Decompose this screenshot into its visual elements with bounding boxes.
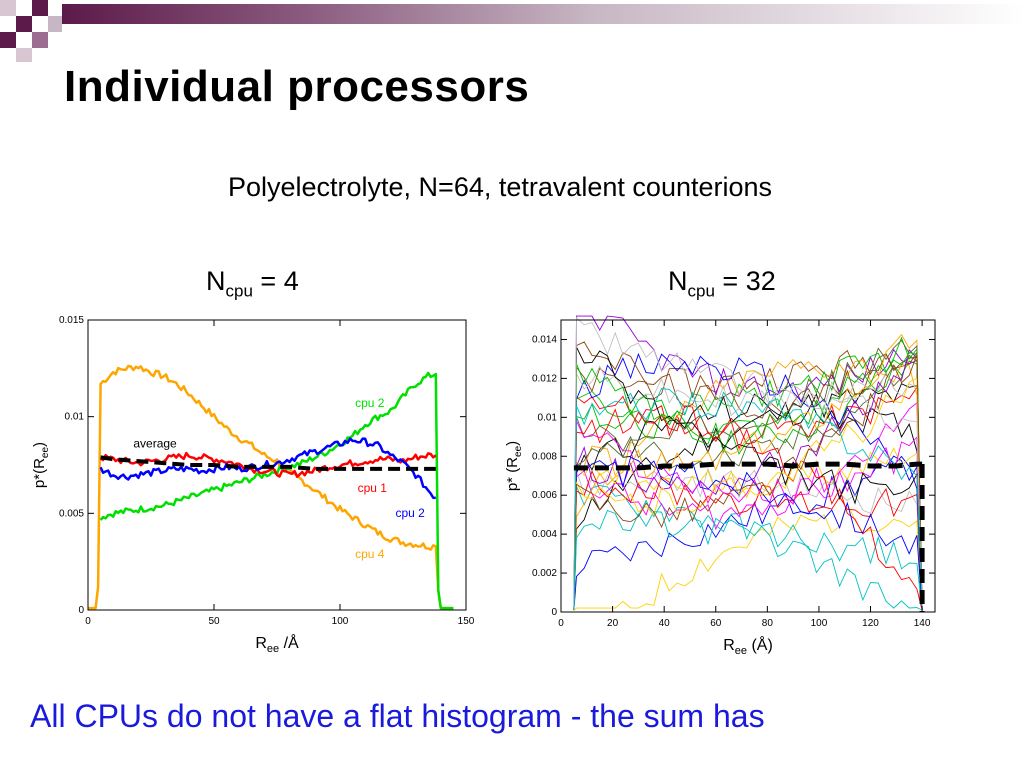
chart-right-title-sub: cpu — [687, 281, 715, 301]
chart-right-y-tick-label: 0.008 — [532, 451, 557, 462]
slide-title: Individual processors — [64, 62, 530, 111]
decor-square — [16, 48, 32, 62]
chart-right: 0 20 40 60 80 100 120 140 0 0.002 0.004 0.006 0.008 0… — [504, 315, 936, 657]
chart-right-title-rest: = 32 — [714, 266, 776, 296]
chart-left-x-tick-label: 0 — [85, 616, 91, 627]
chart-left-annotation: cpu 2 — [395, 506, 425, 520]
chart-left-plot-frame — [87, 319, 467, 611]
chart-right-cpu-series — [573, 333, 923, 611]
chart-right-cpu-series — [573, 358, 923, 611]
chart-right-cpu-series — [573, 509, 923, 611]
chart-right-cpu-series — [573, 447, 923, 611]
chart-right-cpu-series — [573, 485, 923, 611]
slide-bottom-statement: All CPUs do not have a flat histogram - … — [30, 698, 765, 734]
chart-left-title-rest: = 4 — [252, 266, 299, 296]
chart-right-x-tick-label: 80 — [762, 618, 774, 629]
chart-right-cpu-series — [573, 388, 923, 611]
chart-right-x-tick-label: 20 — [607, 618, 619, 629]
chart-right-plot-frame — [560, 319, 936, 613]
chart-left-x-tick-label: 150 — [458, 616, 475, 627]
chart-left-y-axis-label: p*(Ree) — [31, 442, 51, 488]
chart-left-y-tick-label: 0.015 — [59, 315, 84, 326]
chart-right-x-tick-label: 0 — [558, 618, 564, 629]
header-decoration-squares — [0, 0, 62, 62]
chart-left-annotation: cpu 1 — [358, 481, 388, 495]
decor-square — [32, 32, 48, 48]
chart-right-cpu-series — [573, 354, 923, 611]
chart-right-y-tick-label: 0.014 — [532, 334, 557, 345]
decor-square — [0, 0, 16, 16]
slide-subtitle: Polyelectrolyte, N=64, tetravalent count… — [227, 172, 773, 202]
chart-right-y-axis-label: p* (Ree) — [504, 441, 524, 491]
chart-left-y-tick-label: 0 — [78, 605, 84, 616]
chart-left: cpu 2 average cpu 1 cpu 2 cpu 4 0 50 100 150 0 0.… — [31, 315, 475, 655]
header-gradient-bar — [62, 4, 1024, 24]
chart-left-x-tick-label: 50 — [208, 616, 220, 627]
chart-right-cpu-series — [573, 405, 923, 611]
chart-left-title: Ncpu = 4 — [206, 266, 299, 301]
chart-right-x-tick-label: 140 — [914, 618, 931, 629]
chart-right-cpu-series — [573, 455, 923, 611]
chart-left-x-axis-label: Ree /Å — [255, 633, 299, 655]
chart-right-y-tick-label: 0.01 — [538, 412, 558, 423]
chart-right-cpu-series — [573, 352, 923, 611]
chart-right-x-tick-label: 40 — [659, 618, 671, 629]
chart-left-y-tick-label: 0.01 — [65, 412, 85, 423]
chart-right-cpu-series — [573, 316, 923, 611]
chart-left-marks: cpu 2 average cpu 1 cpu 2 cpu 4 — [88, 364, 454, 610]
chart-right-cpu-series — [573, 315, 923, 611]
chart-right-cpu-series — [573, 420, 923, 611]
chart-left-series-cpu-2-1 — [99, 371, 454, 610]
chart-right-title-main: N — [668, 266, 688, 296]
chart-left-series-cpu-1-2 — [99, 451, 437, 479]
chart-right-x-tick-label: 100 — [811, 618, 828, 629]
decor-square — [0, 32, 16, 48]
chart-left-title-main: N — [206, 266, 226, 296]
chart-left-annotation: average — [133, 437, 177, 451]
chart-right-cpu-series — [573, 365, 923, 611]
chart-left-x-tick-label: 100 — [332, 616, 349, 627]
chart-right-x-axis-label: Ree (Å) — [723, 635, 773, 657]
chart-right-y-tick-label: 0 — [551, 607, 557, 618]
chart-left-annotation: cpu 2 — [355, 396, 385, 410]
chart-right-cpu-series — [573, 354, 923, 611]
chart-right-cpu-series — [573, 349, 923, 611]
decor-square — [32, 0, 48, 16]
chart-right-cpu-series — [573, 352, 923, 611]
chart-left-title-sub: cpu — [225, 281, 253, 301]
decor-square — [16, 16, 32, 32]
chart-right-marks — [573, 315, 925, 612]
chart-right-cpu-series — [573, 377, 923, 611]
chart-left-annotation: cpu 4 — [355, 547, 385, 561]
chart-right-y-tick-label: 0.012 — [532, 373, 557, 384]
chart-right-cpu-series — [573, 360, 923, 611]
chart-left-series-cpu-4-0 — [88, 364, 454, 610]
chart-right-x-tick-label: 60 — [710, 618, 722, 629]
chart-right-cpu-series — [573, 467, 923, 611]
chart-right-y-tick-label: 0.002 — [532, 568, 557, 579]
chart-right-cpu-series — [573, 456, 923, 611]
chart-right-cpu-series — [573, 336, 923, 611]
chart-right-cpu-series — [573, 393, 923, 611]
chart-left-series-cpu-2-3 — [99, 437, 436, 500]
chart-left-y-tick-label: 0.005 — [59, 508, 84, 519]
chart-right-y-tick-label: 0.004 — [532, 529, 557, 540]
chart-right-cpu-series — [573, 469, 923, 611]
chart-right-series-average — [573, 461, 923, 471]
chart-right-y-tick-label: 0.006 — [532, 490, 557, 501]
chart-right-cpu-series — [573, 383, 923, 611]
chart-right-x-tick-label: 120 — [862, 618, 879, 629]
decor-square — [48, 16, 62, 32]
chart-left-series-average-4 — [100, 455, 436, 471]
chart-right-title: Ncpu = 32 — [668, 266, 776, 301]
